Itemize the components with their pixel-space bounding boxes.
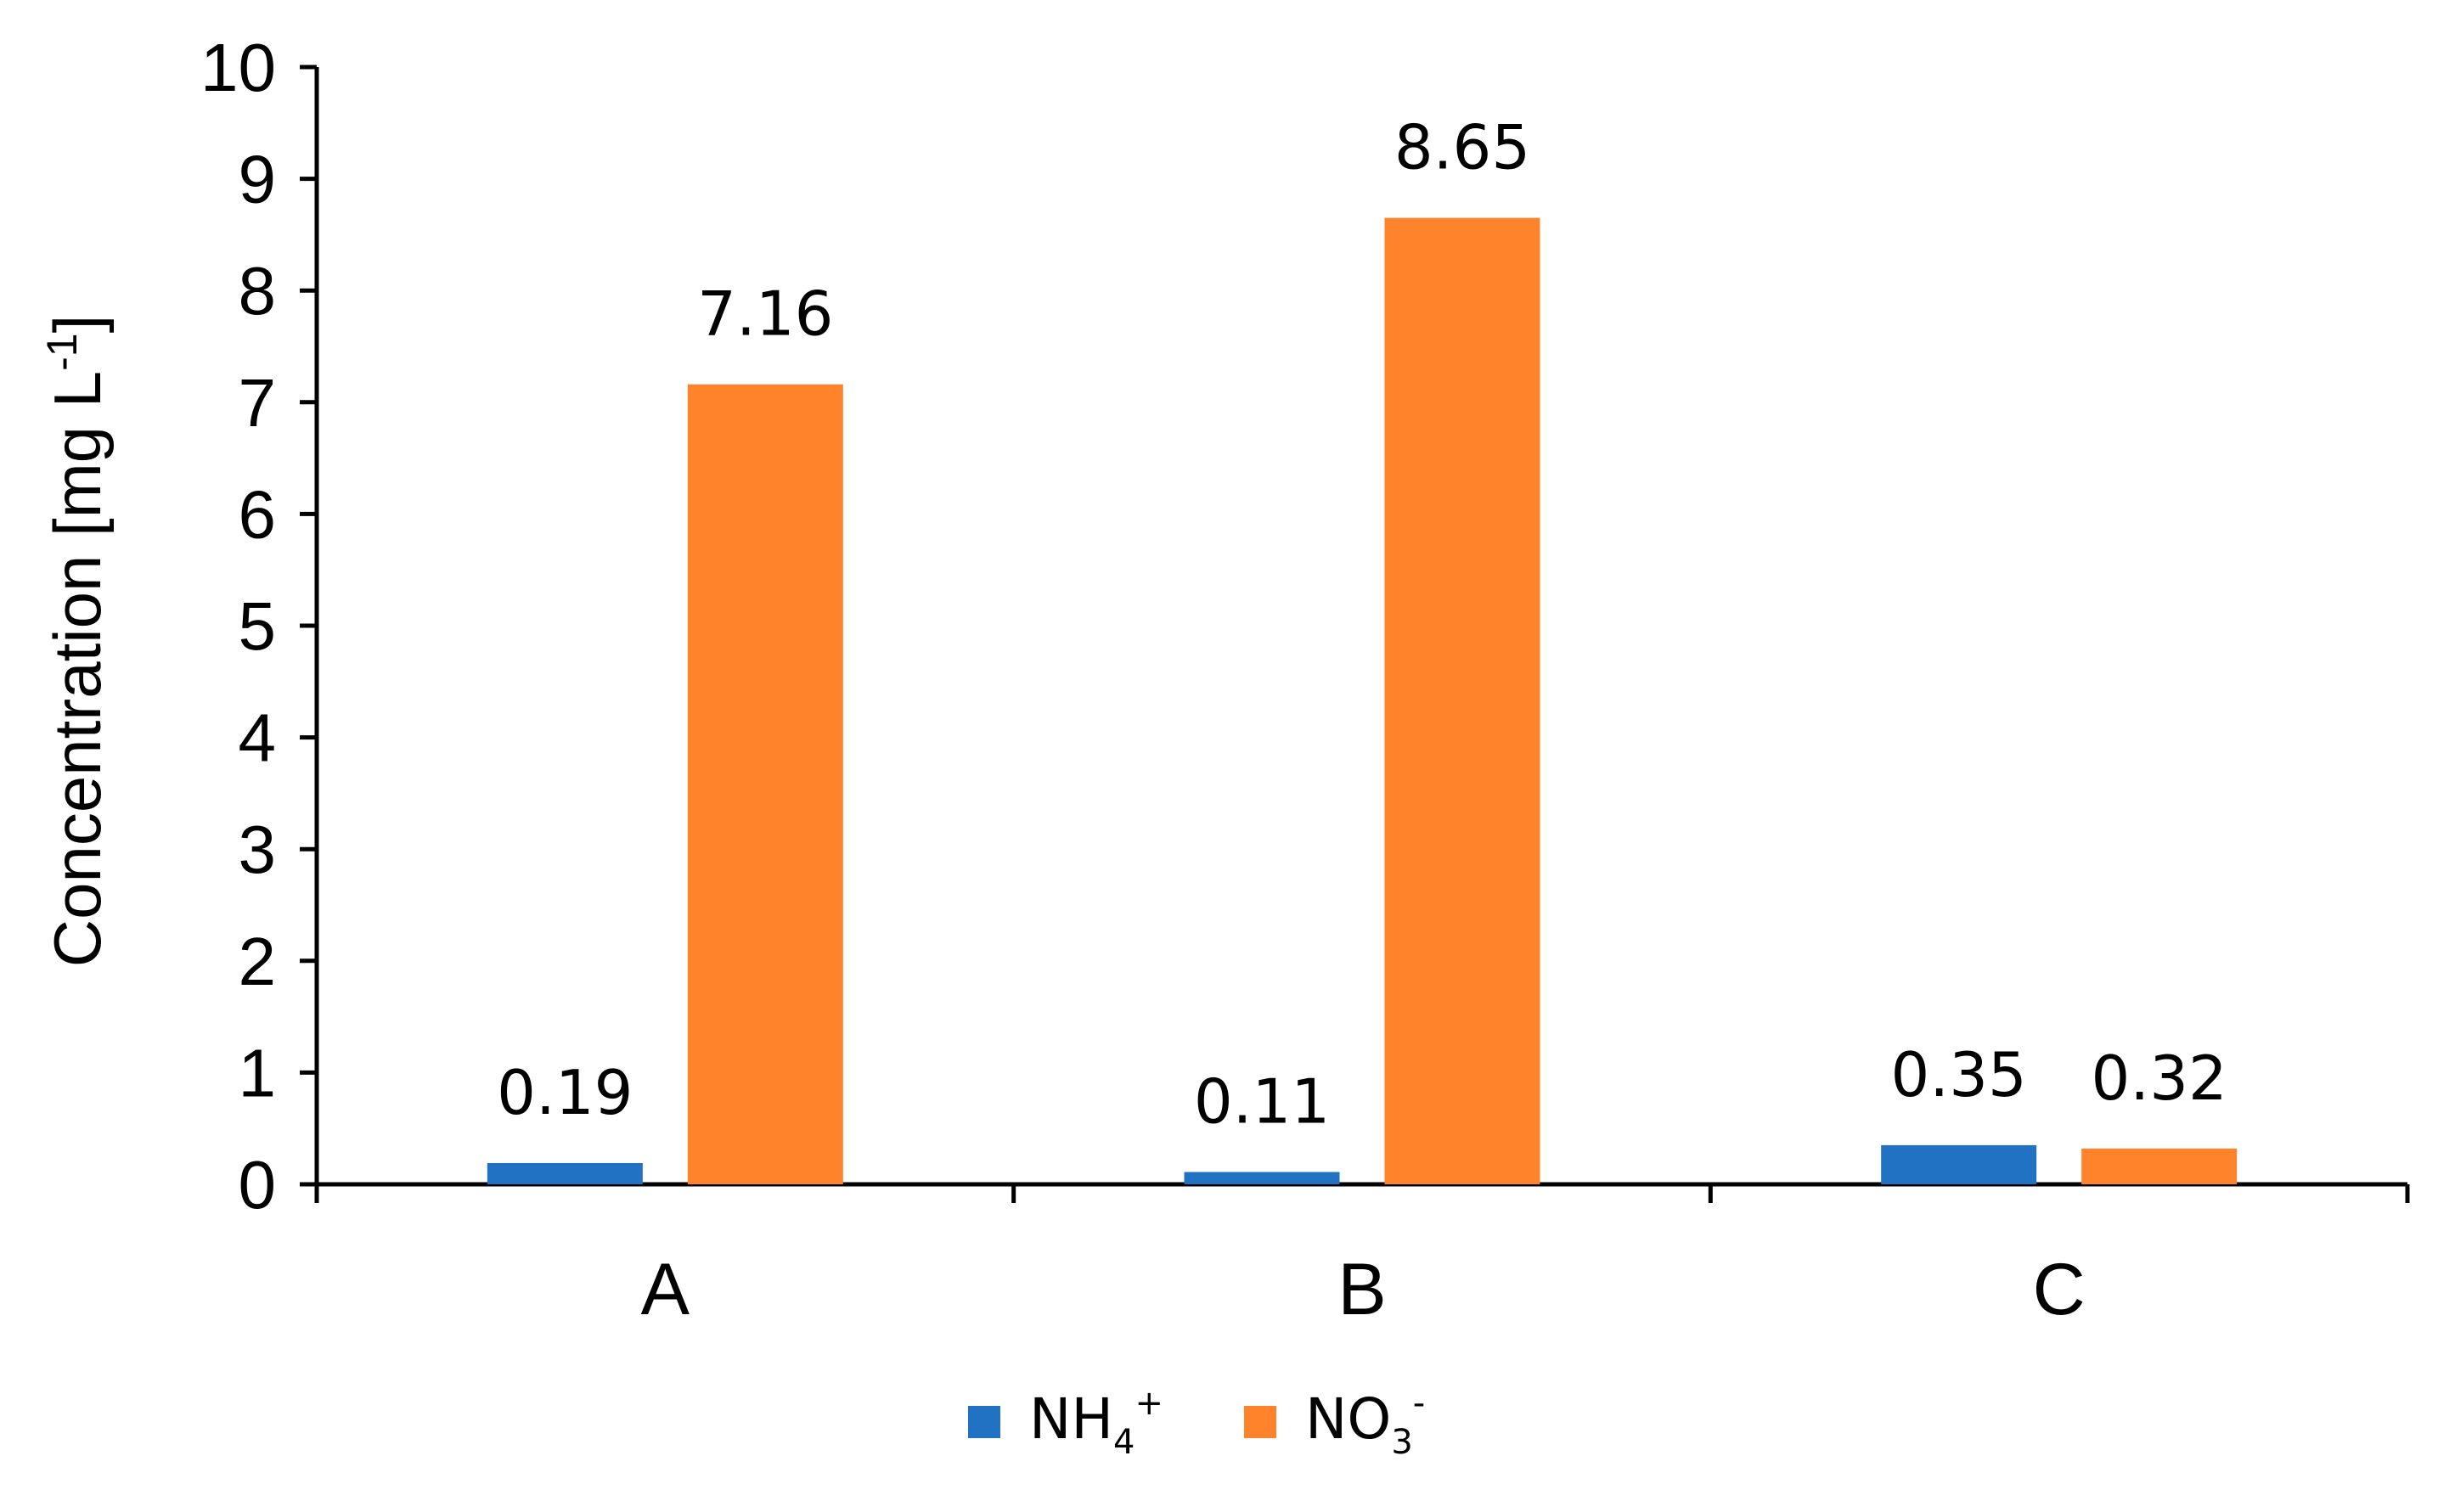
y-tick-label: 4 — [239, 700, 277, 776]
axes — [314, 67, 2410, 1203]
bars — [487, 217, 2238, 1184]
y-axis-ticks: 0 1 2 3 4 5 6 7 8 9 10 — [200, 30, 317, 1223]
legend: NH4+ NO3- — [968, 1384, 1425, 1462]
x-category-label-A: A — [641, 1249, 690, 1330]
y-tick-label: 10 — [200, 30, 276, 105]
legend-label-main: NH — [1029, 1386, 1113, 1452]
bar-C-series-1 — [1881, 1144, 2037, 1184]
bar-A-series-1 — [487, 1162, 643, 1184]
legend-label-1: NH4+ — [1029, 1384, 1163, 1462]
y-tick-label: 2 — [239, 924, 277, 999]
data-label-C-series-2: 0.32 — [2092, 1043, 2227, 1114]
data-labels: 0.19 7.16 0.11 8.65 0.35 0.32 — [497, 112, 2227, 1138]
data-label-B-series-1: 0.11 — [1194, 1066, 1330, 1138]
y-tick-label: 8 — [239, 253, 277, 329]
y-axis-title-text: Concentration [mg L-1] — [38, 315, 115, 968]
y-tick-label: 0 — [239, 1147, 277, 1223]
legend-label-subscript: 3 — [1391, 1423, 1412, 1462]
data-label-B-series-2: 8.65 — [1394, 112, 1530, 183]
legend-label-superscript: - — [1413, 1384, 1425, 1423]
y-tick-label: 3 — [239, 812, 277, 887]
bar-A-series-2 — [687, 384, 843, 1184]
legend-label-2: NO3- — [1305, 1384, 1425, 1462]
y-tick-label: 7 — [239, 365, 277, 441]
x-category-label-C: C — [2033, 1249, 2086, 1330]
data-label-A-series-2: 7.16 — [697, 278, 833, 350]
y-axis-title-end: ] — [40, 315, 115, 334]
bar-B-series-2 — [1384, 217, 1540, 1184]
y-tick-label: 5 — [239, 588, 277, 664]
bar-B-series-1 — [1184, 1172, 1340, 1184]
bar-C-series-2 — [2081, 1148, 2238, 1184]
y-axis-title: Concentration [mg L-1] — [38, 315, 115, 968]
legend-label-subscript: 4 — [1113, 1423, 1135, 1462]
y-tick-label: 6 — [239, 476, 277, 552]
y-axis-title-main: Concentration [mg L — [40, 371, 115, 967]
data-label-A-series-1: 0.19 — [497, 1057, 633, 1128]
x-axis-labels: A B C — [641, 1249, 2086, 1330]
y-tick-label: 1 — [239, 1035, 277, 1110]
data-label-C-series-1: 0.35 — [1891, 1039, 2027, 1110]
legend-label-main: NO — [1305, 1386, 1391, 1452]
legend-swatch-1 — [968, 1406, 1000, 1438]
x-category-label-B: B — [1337, 1249, 1386, 1330]
y-tick-label: 9 — [239, 142, 277, 217]
legend-swatch-2 — [1244, 1406, 1276, 1438]
y-axis-title-sup: -1 — [38, 333, 86, 370]
legend-label-superscript: + — [1135, 1384, 1163, 1423]
